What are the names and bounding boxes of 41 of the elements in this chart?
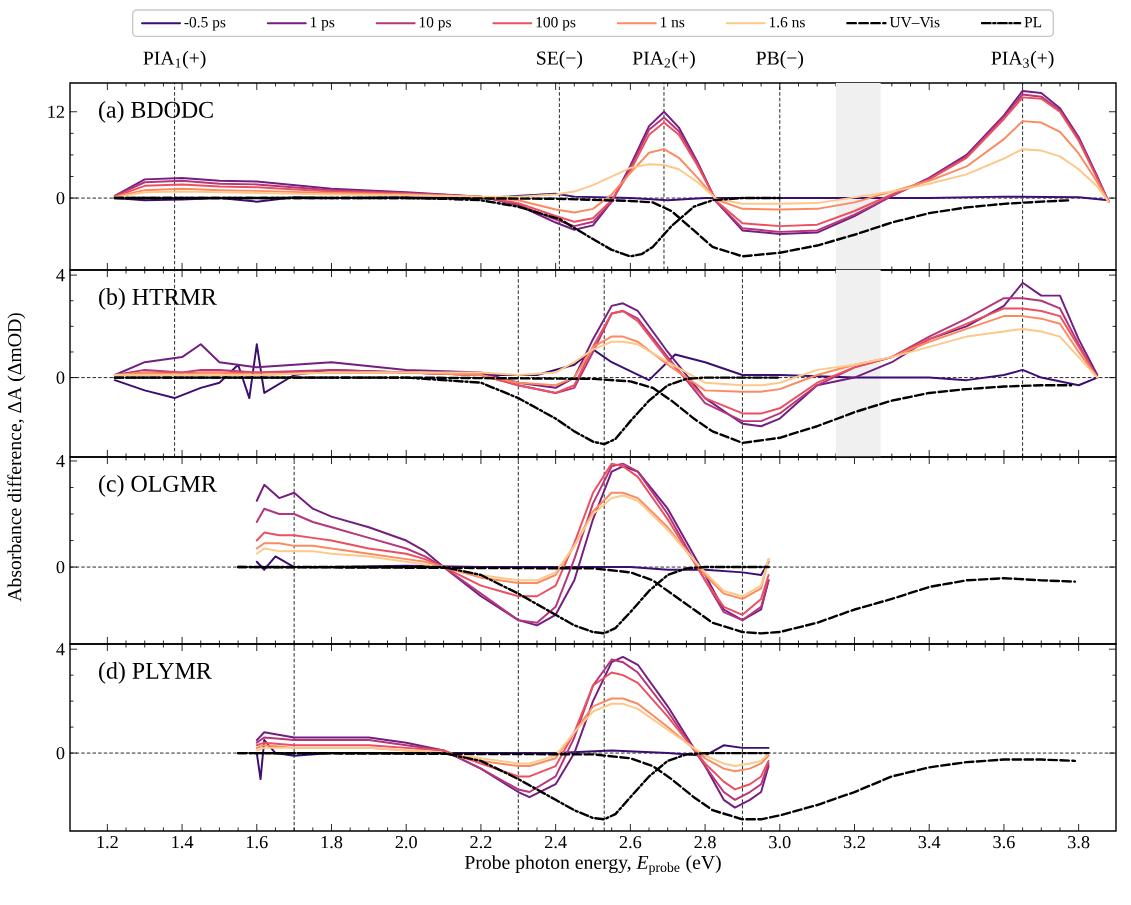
text: PIA$_{2}$(+) <box>632 50 695 69</box>
x-tick-label: 3.0 <box>769 835 791 849</box>
legend-label: 1 ps <box>310 16 335 31</box>
x-tick-label: 1.8 <box>321 835 343 849</box>
x-tick-label: 1.4 <box>172 835 194 849</box>
legend-label: PL <box>1024 17 1042 28</box>
text: (a) BDODC <box>99 101 213 123</box>
y-axis-title: Absorbance difference, ΔA (ΔmOD) <box>7 313 26 602</box>
legend-label: -0.5 ps <box>184 16 226 31</box>
x-tick-label: 2.0 <box>395 835 417 849</box>
legend-label: 1 ns <box>660 16 685 28</box>
text: PIA$_{3}$(+) <box>991 50 1054 69</box>
text: (d) PLYMR <box>99 662 212 684</box>
legend-label: 100 ps <box>536 16 576 31</box>
legend-label: 10 ps <box>419 16 451 31</box>
text: (c) OLGMR <box>99 475 217 497</box>
x-tick-label: 3.4 <box>918 835 941 849</box>
y-tick-label: 4 <box>56 643 65 656</box>
x-tick-label: 2.6 <box>619 835 642 849</box>
y-tick-label: 0 <box>56 191 65 205</box>
x-tick-label: 1.6 <box>246 835 268 849</box>
x-axis-title: Probe photon energy, E$_{probe}$ (eV) <box>464 855 721 875</box>
x-tick-label: 2.2 <box>470 835 492 849</box>
text: (b) HTRMR <box>99 288 217 310</box>
legend-label: UV–Vis <box>889 16 940 28</box>
text: PIA$_{1}$(+) <box>143 50 206 69</box>
legend-label: 1.6 ns <box>769 16 805 28</box>
x-tick-label: 2.8 <box>694 835 716 849</box>
text: SE(−) <box>537 50 583 69</box>
x-tick-label: 3.6 <box>993 835 1015 849</box>
x-tick-label: 3.8 <box>1068 835 1090 849</box>
y-tick-label: 12 <box>48 105 65 118</box>
text: PB(−) <box>756 50 804 69</box>
y-tick-label: 0 <box>56 371 65 384</box>
y-tick-label: 4 <box>56 454 65 467</box>
y-tick-label: 0 <box>56 560 65 574</box>
y-tick-label: 4 <box>56 269 65 282</box>
y-tick-label: 0 <box>56 746 65 760</box>
x-tick-label: 1.2 <box>97 835 118 849</box>
x-tick-label: 3.2 <box>843 835 865 849</box>
x-tick-label: 2.4 <box>545 835 567 849</box>
